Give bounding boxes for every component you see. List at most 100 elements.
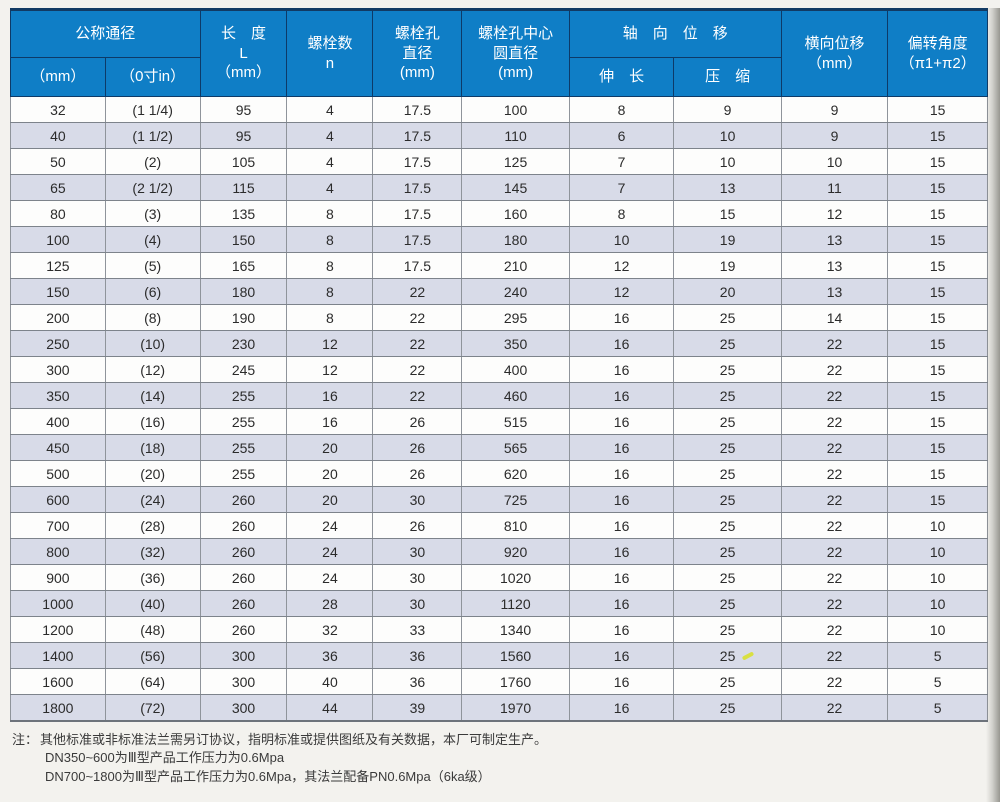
table-cell: 16 [568,408,675,435]
table-cell: 13 [673,174,782,201]
table-cell: 20 [673,278,782,305]
table-row: 80 (3) 135 8 17.5 160 8 15 12 15 [10,200,988,227]
table-cell: 450 [10,434,106,461]
table-cell: 14 [780,304,889,331]
table-cell: 13 [780,252,889,279]
table-cell: 565 [461,434,570,461]
table-cell: 13 [780,278,889,305]
table-cell: 80 [10,200,106,227]
table-cell: 1760 [461,668,570,695]
table-cell: 30 [372,590,463,617]
table-cell: 25 [673,564,782,591]
table-cell: 145 [461,174,570,201]
table-cell: 15 [887,226,988,253]
table-cell: 25 [673,330,782,357]
table-cell: (24) [104,486,201,513]
flange-spec-table: 公称通径 长 度 L （mm） 螺栓数 n 螺栓孔 直径 (mm) 螺栓孔中心 … [10,8,988,722]
table-cell: 1970 [461,694,570,722]
table-cell: (10) [104,330,201,357]
table-cell: 15 [673,200,782,227]
table-cell: (36) [104,564,201,591]
table-cell: 17.5 [372,252,463,279]
table-cell: 25 [673,460,782,487]
table-cell: 20 [286,486,374,513]
table-cell: 22 [780,616,889,643]
table-cell: 30 [372,564,463,591]
table-cell: 10 [568,226,675,253]
table-cell: 22 [780,512,889,539]
table-cell: 16 [568,616,675,643]
header-bolt-count: 螺栓数 n [286,9,374,97]
table-cell: (64) [104,668,201,695]
table-cell: 26 [372,460,463,487]
table-cell: 4 [286,174,374,201]
table-cell: (1 1/4) [104,96,201,123]
table-cell: 16 [286,408,374,435]
table-cell: (1 1/2) [104,122,201,149]
table-cell: 16 [568,382,675,409]
table-cell: 17.5 [372,226,463,253]
table-cell: 22 [780,356,889,383]
table-cell: 25 [673,356,782,383]
table-cell: 33 [372,616,463,643]
table-cell: 16 [568,460,675,487]
table-cell: 115 [199,174,288,201]
table-cell: 200 [10,304,106,331]
table-cell: 515 [461,408,570,435]
table-cell: (16) [104,408,201,435]
header-bolt-circle-diameter: 螺栓孔中心 圆直径 (mm) [461,9,570,97]
note-line-1: 其他标准或非标准法兰需另订协议，指明标准或提供图纸及有关数据，本厂可制定生产。 [40,732,548,747]
table-cell: 22 [780,434,889,461]
table-cell: 4 [286,122,374,149]
table-row: 1400 (56) 300 36 36 1560 16 25 22 5 [10,642,988,669]
header-nominal-diameter: 公称通径 [10,9,201,58]
table-cell: 8 [286,252,374,279]
table-cell: 16 [568,694,675,722]
table-cell: 260 [199,590,288,617]
table-cell: 100 [10,226,106,253]
table-cell: 22 [780,486,889,513]
table-cell: 460 [461,382,570,409]
table-row: 700 (28) 260 24 26 810 16 25 22 10 [10,512,988,539]
table-cell: 620 [461,460,570,487]
table-row: 1000 (40) 260 28 30 1120 16 25 22 10 [10,590,988,617]
table-cell: 25 [673,694,782,722]
table-cell: 25 [673,434,782,461]
table-cell: 9 [780,96,889,123]
table-cell: 810 [461,512,570,539]
table-cell: 25 [673,408,782,435]
table-cell: 125 [10,252,106,279]
table-cell: 17.5 [372,122,463,149]
table-cell: 1000 [10,590,106,617]
header-axial-displacement: 轴 向 位 移 [568,9,782,58]
table-cell: 15 [887,382,988,409]
table-cell: 900 [10,564,106,591]
table-header: 公称通径 长 度 L （mm） 螺栓数 n 螺栓孔 直径 (mm) 螺栓孔中心 … [10,9,988,97]
table-row: 500 (20) 255 20 26 620 16 25 22 15 [10,460,988,487]
header-length: 长 度 L （mm） [199,9,288,97]
table-cell: 9 [673,96,782,123]
table-cell: 16 [568,330,675,357]
table-row: 65 (2 1/2) 115 4 17.5 145 7 13 11 15 [10,174,988,201]
table-cell: 16 [568,356,675,383]
table-cell: 7 [568,174,675,201]
table-cell: 22 [372,330,463,357]
table-cell: 16 [568,304,675,331]
table-cell: 1020 [461,564,570,591]
table-cell: 10 [887,538,988,565]
table-cell: 240 [461,278,570,305]
table-cell: 25 [673,538,782,565]
table-cell: 160 [461,200,570,227]
table-cell: 11 [780,174,889,201]
table-cell: 22 [780,694,889,722]
table-cell: 40 [286,668,374,695]
table-cell: 7 [568,148,675,175]
table-cell: 135 [199,200,288,227]
table-cell: 22 [372,304,463,331]
table-cell: 4 [286,148,374,175]
table-row: 900 (36) 260 24 30 1020 16 25 22 10 [10,564,988,591]
table-cell: 95 [199,96,288,123]
table-row: 200 (8) 190 8 22 295 16 25 14 15 [10,304,988,331]
table-cell: 1340 [461,616,570,643]
table-cell: 295 [461,304,570,331]
